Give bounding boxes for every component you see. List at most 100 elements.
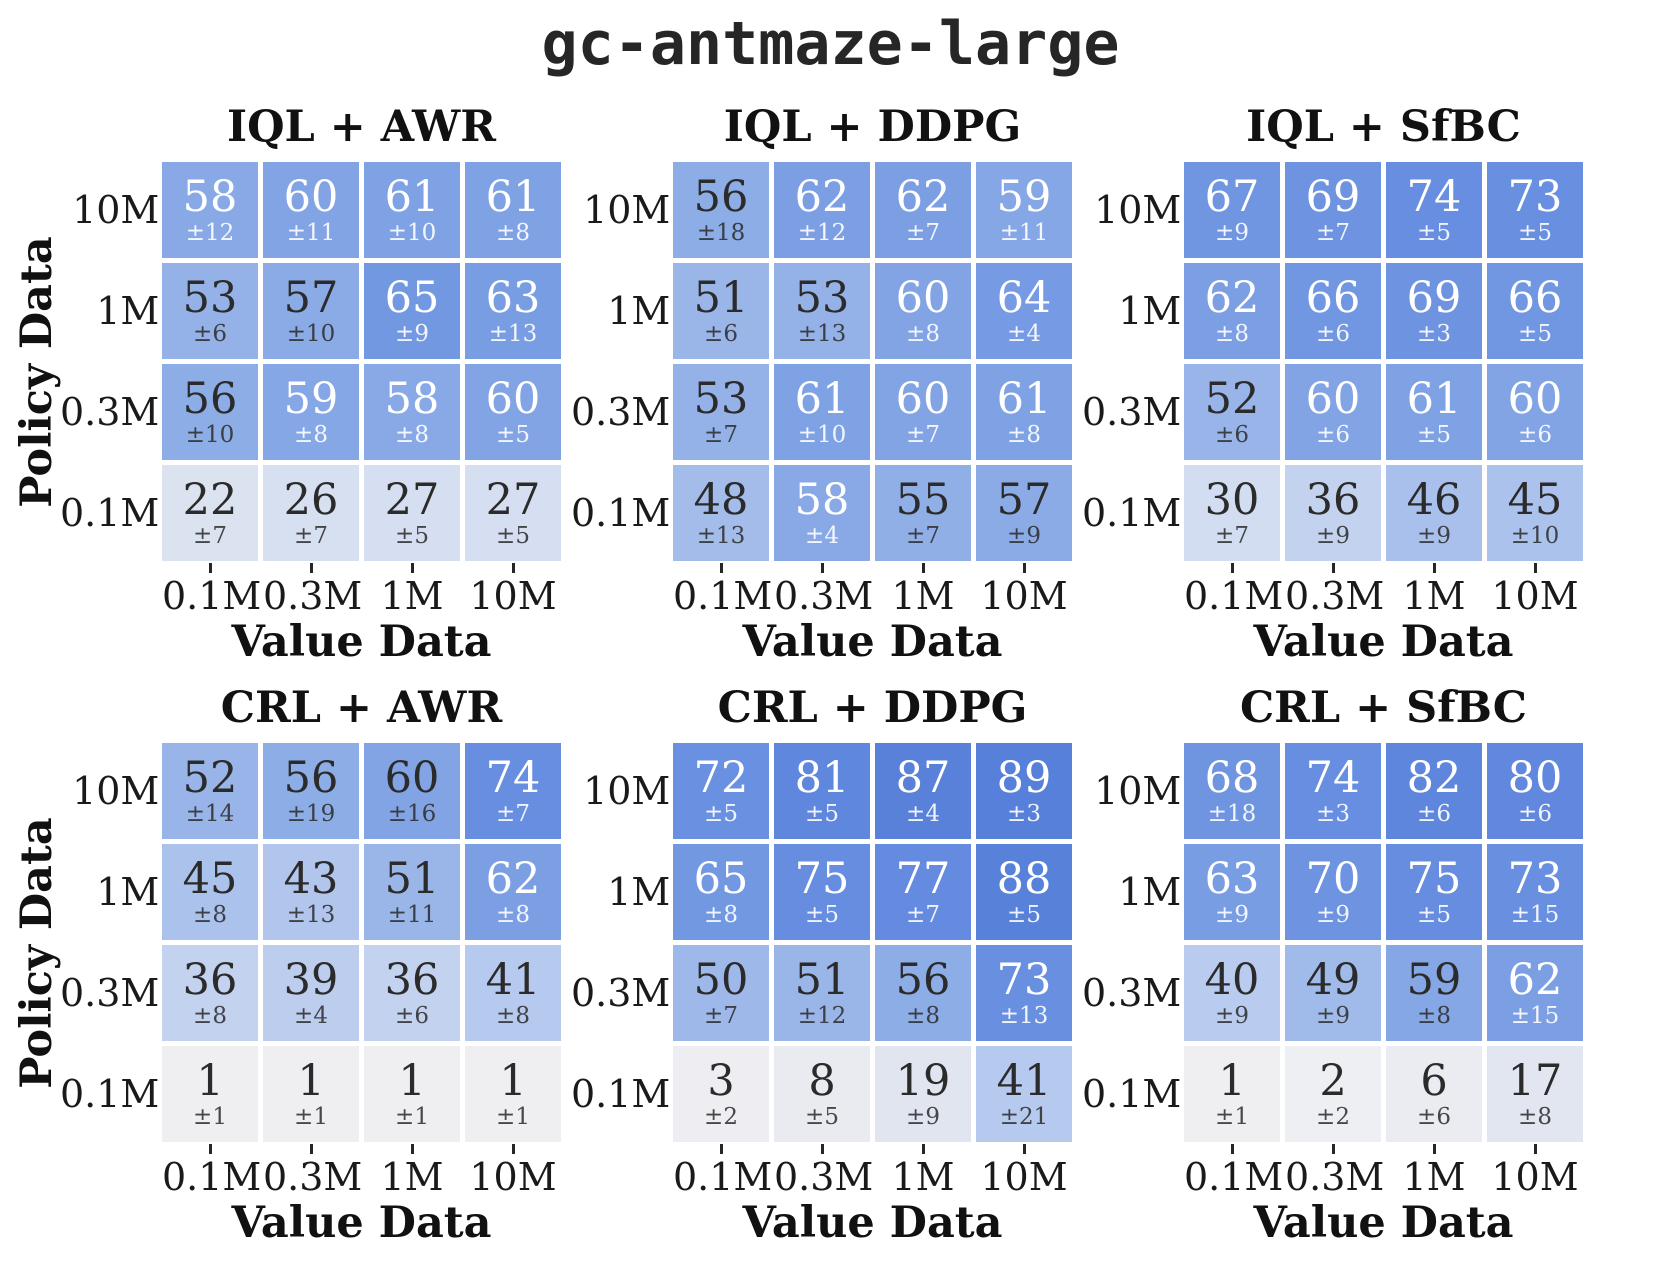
heatmap-cell: 27 ±5 [364,465,460,561]
cell-std: ±14 [185,800,235,827]
cell-std: ±8 [1518,1103,1552,1130]
heatmap-cell: 36 ±8 [162,945,258,1041]
x-tick-mark [208,1144,212,1154]
x-tick-1m: 1M [364,563,460,618]
y-tick-0-1m: 0.1M [1082,465,1201,561]
y-tick-10m: 10M [1082,743,1201,839]
cell-std: ±5 [805,901,839,928]
x-tick-mark [921,563,925,573]
cell-value: 75 [794,853,850,904]
y-tick-text: 0.3M [571,390,671,434]
cell-value: 3 [707,1055,735,1106]
x-tick-text: 10M [469,1155,557,1199]
cell-value: 41 [485,954,541,1005]
cell-std: ±4 [1007,320,1041,347]
cell-value: 1 [1218,1055,1246,1106]
y-tick-0-1m: 0.1M [571,1046,690,1142]
cell-value: 1 [398,1055,426,1106]
heatmap-cell: 60 ±11 [263,162,359,258]
heatmap-cell: 60 ±5 [465,364,561,460]
heatmap-cell: 41 ±8 [465,945,561,1041]
panel-row-crl: Policy Data CRL + AWR 10M 1M 0.3M 0.1M 52 ±1… [12,683,1661,1248]
heatmap-cell: 19 ±9 [875,1046,971,1142]
cell-std: ±6 [1518,421,1552,448]
cell-std: ±6 [1316,421,1350,448]
cell-value: 88 [996,853,1052,904]
cell-value: 77 [895,853,951,904]
x-tick-mark [1432,1144,1436,1154]
y-tick-text: 0.1M [60,1072,160,1116]
x-tick-text: 1M [380,574,444,618]
x-tick-mark [511,563,515,573]
heatmap-cell: 49 ±9 [1285,945,1381,1041]
x-tick-mark [1331,1144,1335,1154]
x-tick-10m: 10M [465,563,561,618]
x-tick-text: 10M [1491,1155,1579,1199]
x-tick-0-1m: 0.1M [673,563,772,618]
heatmap-cell: 74 ±7 [465,743,561,839]
cell-value: 67 [1204,171,1260,222]
heatmap-cell: 72 ±5 [673,743,769,839]
cell-value: 68 [1204,752,1260,803]
cell-std: ±5 [1518,219,1552,246]
cell-std: ±5 [704,800,738,827]
x-tick-text: 0.3M [774,574,874,618]
y-tick-0-3m: 0.3M [571,945,690,1041]
cell-std: ±10 [1510,522,1560,549]
cell-value: 70 [1305,853,1361,904]
heatmap-cell: 61 ±8 [976,364,1072,460]
cell-std: ±2 [1316,1103,1350,1130]
cell-value: 61 [485,171,541,222]
cell-std: ±7 [193,522,227,549]
cell-value: 60 [283,171,339,222]
panel-title: CRL + SfBC [1239,683,1528,733]
cell-std: ±21 [999,1103,1049,1130]
cell-std: ±5 [1007,901,1041,928]
y-tick-text: 0.1M [571,1072,671,1116]
cell-std: ±7 [1316,219,1350,246]
cell-std: ±8 [496,1002,530,1029]
cell-std: ±12 [797,219,847,246]
y-tick-0-1m: 0.1M [1082,1046,1201,1142]
heatmap-cell: 61 ±10 [774,364,870,460]
heatmap-grid: 68 ±18 74 ±3 82 ±6 80 ±6 63 ±9 70 ±9 75 ±5 73 ±15 40 ±9 49… [1184,743,1583,1142]
heatmap-cell: 2 ±2 [1285,1046,1381,1142]
y-tick-text: 1M [1118,870,1182,914]
x-tick-mark [820,563,824,573]
cell-value: 80 [1507,752,1563,803]
panel-row-iql: Policy Data IQL + AWR 10M 1M 0.3M 0.1M 58 ±1… [12,103,1661,667]
x-axis-label: Value Data [742,617,1003,667]
heatmap-cell: 53 ±6 [162,263,258,359]
heatmap-cell: 68 ±18 [1184,743,1280,839]
cell-std: ±5 [395,522,429,549]
cell-std: ±9 [1316,901,1350,928]
x-tick-mark [820,1144,824,1154]
x-tick-labels: 0.1M 0.3M 1M 10M [673,561,1072,618]
cell-std: ±13 [999,1002,1049,1029]
y-tick-text: 1M [607,870,671,914]
cell-value: 1 [499,1055,527,1106]
x-tick-0-3m: 0.3M [1285,1144,1384,1199]
figure-title: gc-antmaze-large [541,9,1120,79]
cell-std: ±7 [496,800,530,827]
cell-value: 56 [895,954,951,1005]
x-tick-mark [309,563,313,573]
cell-std: ±8 [704,901,738,928]
y-tick-text: 10M [1094,769,1182,813]
y-tick-10m: 10M [1082,162,1201,258]
heatmap-cell: 62 ±8 [1184,263,1280,359]
heatmap-cell: 73 ±5 [1487,162,1583,258]
heatmap-cell: 52 ±14 [162,743,258,839]
cell-std: ±9 [1316,1002,1350,1029]
cell-std: ±5 [805,1103,839,1130]
x-tick-mark [1331,563,1335,573]
cell-value: 65 [693,853,749,904]
x-tick-labels: 0.1M 0.3M 1M 10M [162,561,561,618]
cell-std: ±15 [1510,901,1560,928]
cell-std: ±15 [1510,1002,1560,1029]
x-tick-0-1m: 0.1M [162,563,261,618]
heatmap-cell: 36 ±9 [1285,465,1381,561]
x-tick-labels: 0.1M 0.3M 1M 10M [162,1142,561,1199]
heatmap-cell: 56 ±18 [673,162,769,258]
